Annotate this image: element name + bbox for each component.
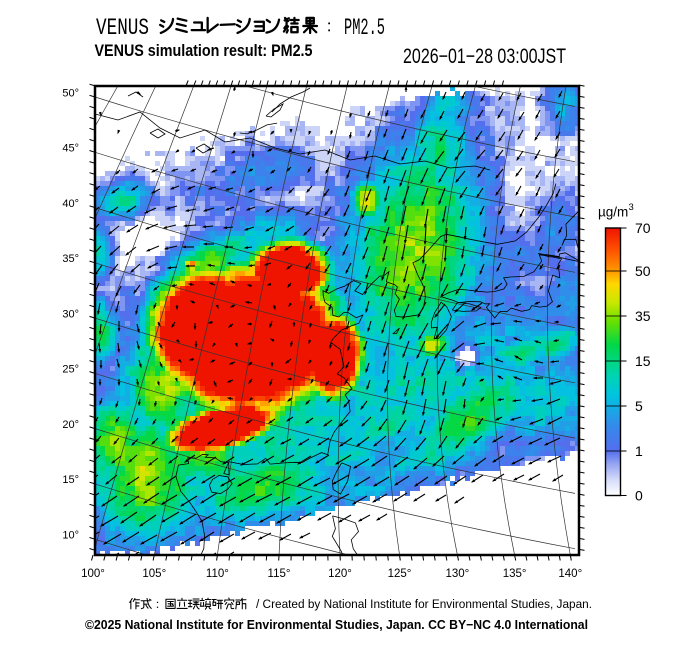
- svg-text:70: 70: [635, 220, 651, 236]
- svg-text:140°: 140°: [558, 568, 582, 580]
- svg-text:105°: 105°: [142, 568, 166, 580]
- svg-text:100°: 100°: [81, 568, 105, 580]
- svg-text:45°: 45°: [62, 143, 79, 155]
- svg-text:35: 35: [635, 308, 651, 324]
- svg-text:35°: 35°: [62, 253, 79, 265]
- svg-text:135°: 135°: [503, 568, 527, 580]
- svg-text:0: 0: [635, 488, 643, 504]
- svg-text:40°: 40°: [62, 198, 79, 210]
- svg-text:10°: 10°: [62, 530, 79, 542]
- svg-text:PM2.5: PM2.5: [344, 15, 385, 42]
- svg-text:3: 3: [629, 202, 634, 213]
- svg-text:110°: 110°: [206, 568, 229, 580]
- svg-text:/ Created by National Institut: / Created by National Institute for Envi…: [256, 597, 592, 611]
- svg-text:15: 15: [635, 353, 651, 369]
- svg-text:5: 5: [635, 398, 643, 414]
- svg-text:1: 1: [635, 443, 643, 459]
- svg-text:30°: 30°: [62, 308, 79, 320]
- svg-text:VENUS: VENUS: [96, 15, 149, 42]
- svg-text:15°: 15°: [62, 474, 79, 486]
- svg-text:130°: 130°: [446, 568, 470, 580]
- svg-text:2026−01−28 03:00JST: 2026−01−28 03:00JST: [403, 45, 566, 68]
- svg-text:©2025 National Institute for E: ©2025 National Institute for Environment…: [85, 617, 588, 632]
- svg-text:25°: 25°: [62, 364, 79, 376]
- svg-text:50: 50: [635, 263, 651, 279]
- svg-text:125°: 125°: [388, 568, 412, 580]
- svg-text:50°: 50°: [62, 87, 79, 99]
- svg-text:20°: 20°: [62, 419, 79, 431]
- svg-text:115°: 115°: [268, 568, 291, 580]
- svg-text:120°: 120°: [328, 568, 352, 580]
- svg-text:VENUS simulation result: PM2.5: VENUS simulation result: PM2.5: [95, 41, 313, 60]
- svg-text:µg/m: µg/m: [598, 205, 628, 220]
